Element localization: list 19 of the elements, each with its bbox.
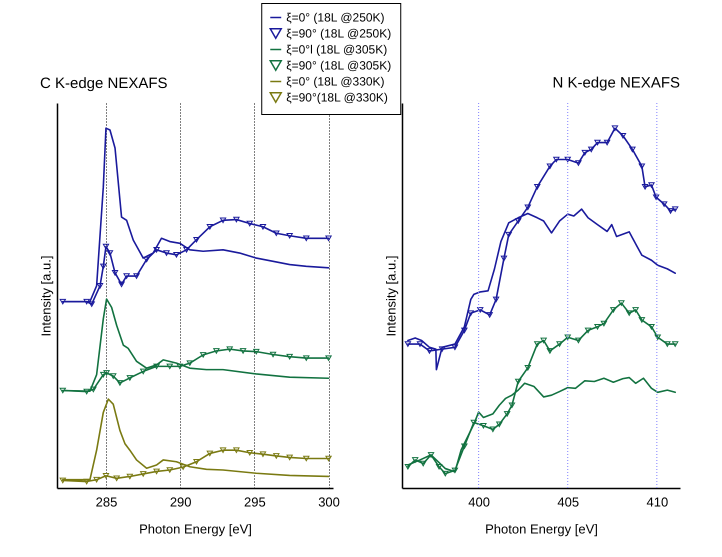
legend-label: ξ=90° (18L @305K) bbox=[286, 58, 392, 72]
y-axis-title: Intensity [a.u.] bbox=[38, 256, 54, 336]
x-axis-title: Photon Energy [eV] bbox=[485, 522, 598, 536]
legend-label: ξ=90° (18L @250K) bbox=[286, 26, 392, 40]
x-tick-label: 285 bbox=[96, 494, 118, 510]
x-tick-label: 400 bbox=[468, 494, 490, 510]
legend-label: ξ=0° (18L @250K) bbox=[286, 10, 385, 24]
x-tick-label: 410 bbox=[646, 494, 668, 510]
legend-label: ξ=0°l (18L @305K) bbox=[286, 42, 388, 56]
chart-title: C K-edge NEXAFS bbox=[40, 75, 168, 92]
x-tick-label: 290 bbox=[170, 494, 192, 510]
x-tick-label: 405 bbox=[557, 494, 580, 510]
chart-title: N K-edge NEXAFS bbox=[552, 74, 680, 92]
x-tick-label: 300 bbox=[318, 494, 340, 510]
legend-label: ξ=90°(18L @330K) bbox=[286, 90, 388, 104]
x-axis-title: Photon Energy [eV] bbox=[139, 522, 252, 536]
legend-label: ξ=0° (18L @330K) bbox=[286, 74, 385, 88]
x-tick-label: 295 bbox=[244, 494, 266, 510]
y-axis-title: Intensity [a.u.] bbox=[384, 256, 398, 336]
